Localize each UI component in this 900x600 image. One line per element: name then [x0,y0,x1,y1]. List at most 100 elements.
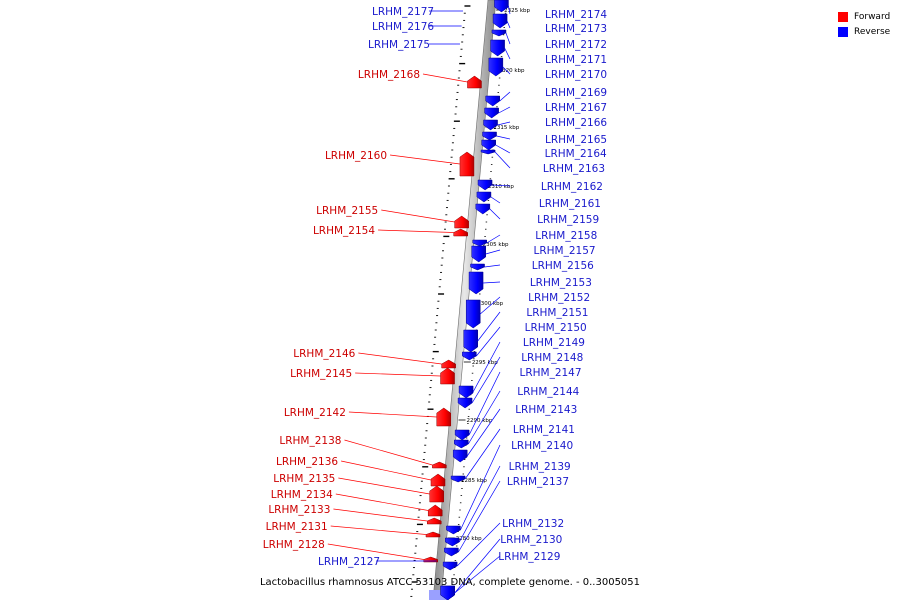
gene-label-lrhm_2130: LRHM_2130 [500,534,562,546]
gene-label-lrhm_2127: LRHM_2127 [318,556,380,568]
gene-block-lrhm_2150 [462,351,477,361]
kbp-label: 2320 kbp [499,68,525,74]
leader-line [485,249,501,255]
leader-line [381,209,455,223]
gene-label-lrhm_2173: LRHM_2173 [545,23,607,35]
gene-label-lrhm_2146: LRHM_2146 [293,348,355,360]
gene-block-lrhm_2141 [450,475,466,483]
gene-block-lrhm_2137 [444,547,459,557]
kbp-label: 2300 kbp [477,301,503,307]
leader-line [338,477,430,495]
leader-line [358,352,442,365]
kbp-label: 2325 kbp [504,8,530,14]
gene-block-lrhm_2148 [457,397,473,409]
leader-line [499,91,511,102]
leader-line [341,460,432,481]
leader-line [502,66,511,75]
gene-label-lrhm_2144: LRHM_2144 [517,386,579,398]
gene-label-lrhm_2148: LRHM_2148 [521,352,583,364]
kbp-label: 2305 kbp [483,242,509,248]
gene-label-lrhm_2158: LRHM_2158 [535,230,597,242]
gene-block-lrhm_2142 [436,407,452,427]
gene-label-lrhm_2177: LRHM_2177 [372,6,434,18]
genome-axis [432,0,497,600]
gene-label-lrhm_2167: LRHM_2167 [545,102,607,114]
gene-block-lrhm_2162 [477,179,493,191]
leader-line [468,371,501,436]
gene-label-lrhm_2131: LRHM_2131 [266,521,328,533]
gene-label-lrhm_2155: LRHM_2155 [316,205,378,217]
gene-label-lrhm_2170: LRHM_2170 [545,69,607,81]
gene-block-lrhm_2157 [471,245,486,263]
leader-line [486,234,501,244]
leader-line [472,341,501,393]
gene-label-lrhm_2163: LRHM_2163 [543,163,605,175]
kbp-label: 2290 kbp [467,418,493,424]
gene-block-lrhm_2131 [425,531,441,538]
legend-label-forward: Forward [854,11,891,22]
legend-item-reverse: Reverse [838,24,890,39]
gene-label-lrhm_2172: LRHM_2172 [545,39,607,51]
kbp-label: 2295 kbp [472,360,498,366]
gene-block-lrhm_2170 [488,57,504,77]
leader-line [496,135,511,140]
gene-label-lrhm_2140: LRHM_2140 [511,440,573,452]
gene-block-lrhm_2166 [483,119,498,131]
gene-block-lrhm_2147 [454,429,470,441]
gene-block-lrhm_2167 [484,107,499,119]
gene-label-lrhm_2161: LRHM_2161 [539,198,601,210]
gene-block-lrhm_2168 [467,75,482,89]
kbp-label: 2285 kbp [461,478,487,484]
gene-block-lrhm_2165 [482,131,497,141]
gene-block-lrhm_2143 [452,449,468,463]
gene-label-lrhm_2137: LRHM_2137 [507,476,569,488]
gene-block-lrhm_2173 [492,13,508,29]
gene-block-lrhm_2159 [475,203,491,215]
gene-block-lrhm_2140 [446,525,461,535]
gene-block-lrhm_2172 [491,29,507,37]
leader-line [498,106,511,114]
leader-line [484,264,501,268]
gene-label-lrhm_2166: LRHM_2166 [545,117,607,129]
legend-swatch-forward [838,11,848,22]
gene-block-lrhm_2139 [445,537,460,547]
gene-label-lrhm_2174: LRHM_2174 [545,9,607,21]
legend-label-reverse: Reverse [854,26,891,37]
gene-label-lrhm_2135: LRHM_2135 [273,473,335,485]
leader-line [335,493,429,511]
leader-line [348,411,437,418]
gene-block-lrhm_2138 [432,461,447,469]
gene-label-lrhm_2133: LRHM_2133 [268,504,330,516]
leader-line [460,444,501,531]
gene-label-lrhm_2169: LRHM_2169 [545,87,607,99]
leader-line [458,480,501,553]
gene-label-lrhm_2157: LRHM_2157 [534,245,596,257]
leader-line [467,390,501,445]
gene-block-lrhm_2171 [490,39,505,57]
gene-block-lrhm_2135 [429,485,444,503]
gene-block-lrhm_2153 [468,271,484,295]
gene-label-lrhm_2132: LRHM_2132 [502,518,564,530]
leader-line [355,372,441,377]
leader-line [454,538,501,594]
leader-line [454,555,501,594]
gene-block-lrhm_2133 [426,517,442,525]
kbp-label: 2280 kbp [456,536,482,542]
leader-line [456,522,501,567]
kbp-label: 2310 kbp [488,184,514,190]
gene-block-lrhm_2129 [440,585,455,600]
leader-line [464,428,501,480]
gene-label-lrhm_2165: LRHM_2165 [545,134,607,146]
leader-line [476,326,501,357]
gene-block-lrhm_2158 [472,239,487,247]
genome-caption: Lactobacillus rhamnosus ATCC 53103 DNA, … [259,577,641,588]
gene-label-lrhm_2164: LRHM_2164 [545,148,607,160]
gene-label-lrhm_2153: LRHM_2153 [530,277,592,289]
gene-block-lrhm_2145 [440,367,455,385]
legend-item-forward: Forward [838,9,890,24]
gene-label-lrhm_2129: LRHM_2129 [498,551,560,563]
gene-block-lrhm_2134 [427,504,443,517]
gene-block-lrhm_2152 [465,299,481,329]
gene-label-lrhm_2138: LRHM_2138 [279,435,341,447]
